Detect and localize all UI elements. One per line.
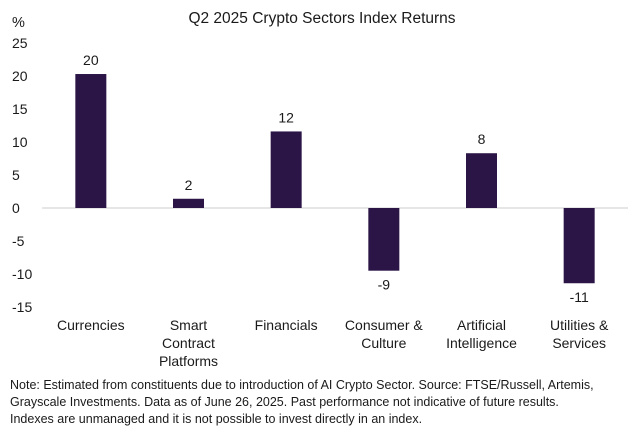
y-axis-unit: %: [12, 15, 25, 31]
data-label: -11: [570, 289, 589, 305]
x-tick-label: Utilities & Services: [550, 317, 609, 351]
bar: [270, 131, 302, 208]
x-tick-label: Financials: [255, 317, 318, 333]
x-tick-label-line: Financials: [255, 317, 318, 333]
x-tick-label-line: Intelligence: [446, 335, 517, 351]
y-tick-label: 20: [12, 68, 28, 84]
y-tick-label: -5: [12, 233, 25, 249]
x-tick-label-line: Smart: [170, 317, 207, 333]
x-tick-label-line: Culture: [361, 335, 406, 351]
y-tick-label: 25: [12, 35, 28, 51]
bar: [466, 153, 497, 208]
x-tick-label-line: Consumer &: [345, 317, 423, 333]
y-tick-label: 10: [12, 134, 28, 150]
y-tick-label: 0: [12, 200, 20, 216]
y-axis-ticks: 25 20 15 10 5 0 -5 -10 -15: [12, 35, 32, 315]
chart-footnote: Note: Estimated from constituents due to…: [10, 377, 630, 428]
data-label: -9: [378, 277, 391, 293]
data-label: 20: [83, 52, 99, 68]
footnote-line: Grayscale Investments. Data as of June 2…: [10, 395, 559, 409]
x-tick-label-line: Utilities &: [550, 317, 609, 333]
x-tick-label: Currencies: [57, 317, 125, 333]
x-tick-label: Smart Contract Platforms: [159, 317, 218, 369]
bar: [75, 74, 107, 209]
footnote-line: Note: Estimated from constituents due to…: [10, 378, 594, 392]
bars: [75, 74, 595, 284]
y-tick-label: 15: [12, 101, 28, 117]
data-labels: 20 2 12 -9 8 -11: [83, 52, 589, 305]
data-label: 2: [185, 177, 193, 193]
y-tick-label: -15: [12, 299, 32, 315]
x-tick-label-line: Contract: [162, 335, 215, 351]
bar-chart: Q2 2025 Crypto Sectors Index Returns % 2…: [12, 10, 628, 369]
x-tick-label-line: Platforms: [159, 353, 218, 369]
y-tick-label: -10: [12, 266, 32, 282]
x-tick-label-line: Currencies: [57, 317, 125, 333]
bar: [173, 198, 204, 208]
data-label: 8: [478, 131, 486, 147]
x-tick-label: Consumer & Culture: [345, 317, 423, 351]
bar: [563, 208, 595, 284]
x-tick-label-line: Artificial: [457, 317, 506, 333]
x-axis-labels: Currencies Smart Contract Platforms Financia…: [57, 317, 609, 369]
footnote-line: Indexes are unmanaged and it is not poss…: [10, 412, 423, 426]
y-tick-label: 5: [12, 167, 20, 183]
x-tick-label: Artificial Intelligence: [446, 317, 517, 351]
chart-title: Q2 2025 Crypto Sectors Index Returns: [188, 10, 455, 27]
bar: [368, 208, 400, 271]
data-label: 12: [278, 109, 294, 125]
x-tick-label-line: Services: [552, 335, 606, 351]
